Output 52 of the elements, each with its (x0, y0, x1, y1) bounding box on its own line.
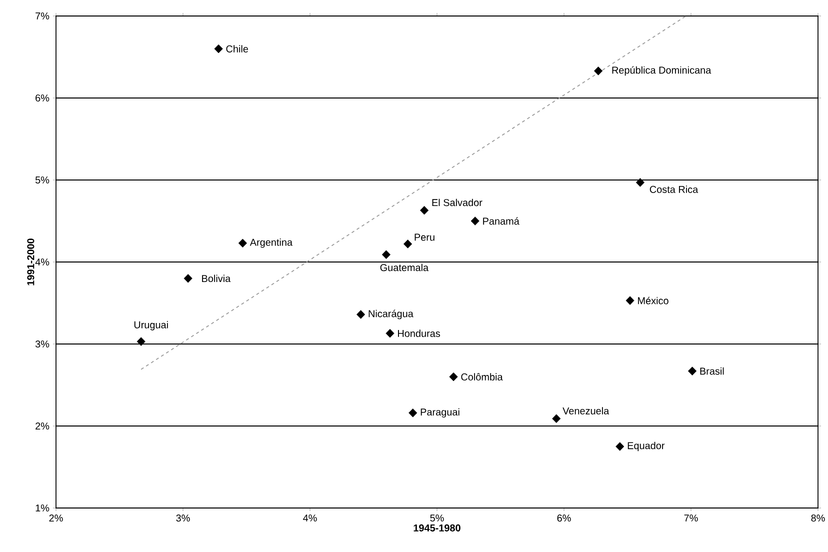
point (136, 337, 146, 346)
annotation: Argentina (250, 238, 293, 248)
point (214, 44, 223, 54)
point (616, 442, 624, 451)
y-tick-label: 7% (36, 12, 50, 20)
annotation: Bolivia (202, 274, 231, 282)
x-tick-label: 3% (176, 514, 190, 522)
annotation: Costa Rica (650, 186, 698, 193)
y-axis-title: 1991-2000 (27, 238, 34, 286)
annotation: Paraguai (420, 408, 460, 418)
x-tick-label: 8% (811, 514, 825, 522)
x-axis-title: 1945-1980 (414, 524, 460, 532)
annotation: Honduras (398, 330, 440, 337)
point (636, 178, 644, 187)
x-tick-label: 7% (684, 514, 698, 522)
point (688, 366, 697, 376)
annotation: Venezuela (562, 407, 610, 414)
annotation: Chile (226, 45, 248, 52)
annotation: Nicarágua (368, 310, 414, 320)
annotation: Guatemala (380, 264, 429, 272)
point (404, 240, 412, 248)
annotation: México (638, 296, 668, 304)
point (594, 66, 603, 76)
annotation: República Dominicana (612, 66, 712, 76)
x-tick-label: 5% (430, 514, 444, 522)
y-tick-label: 2% (36, 422, 50, 430)
point (449, 372, 458, 382)
annotation: El Salvador (432, 198, 482, 206)
annotation: Panamá (483, 217, 520, 225)
y-tick-label: 1% (36, 504, 50, 512)
x-tick-label: 6% (557, 514, 571, 522)
y-tick-label: 6% (36, 94, 50, 102)
annotation: Colômbia (461, 373, 503, 380)
annotation: Peru (414, 234, 434, 241)
x-tick-label: 2% (49, 514, 63, 522)
y-tick-label: 3% (35, 340, 50, 348)
point (238, 238, 247, 248)
y-tick-label: 5% (35, 176, 50, 184)
annotation: Uruguai (134, 321, 168, 330)
x-tick-label: 4% (303, 514, 317, 522)
point (184, 274, 192, 283)
point (382, 250, 390, 259)
point (356, 310, 366, 319)
point (386, 328, 394, 338)
annotation: Equador (628, 442, 665, 452)
annotation: Brasil (700, 367, 724, 375)
point (626, 296, 634, 305)
point (408, 408, 418, 418)
y-tick-label: 4% (35, 258, 50, 266)
point (420, 206, 429, 215)
point (552, 414, 561, 424)
point (470, 216, 480, 226)
